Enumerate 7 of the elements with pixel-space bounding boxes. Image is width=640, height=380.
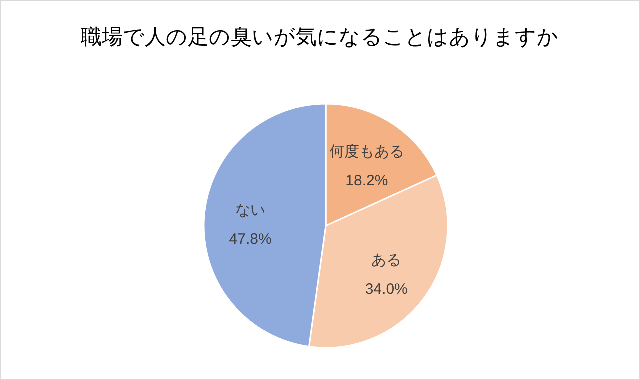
data-label: 18.2%	[346, 172, 388, 190]
chart-title: 職場で人の足の臭いが気になることはありますか	[80, 25, 560, 51]
slice-label: ない	[236, 202, 266, 219]
data-label: 34.0%	[365, 281, 408, 298]
slice-label: 何度もある	[329, 143, 404, 160]
slice-label: ある	[372, 252, 402, 270]
data-label: 47.8%	[229, 230, 272, 248]
